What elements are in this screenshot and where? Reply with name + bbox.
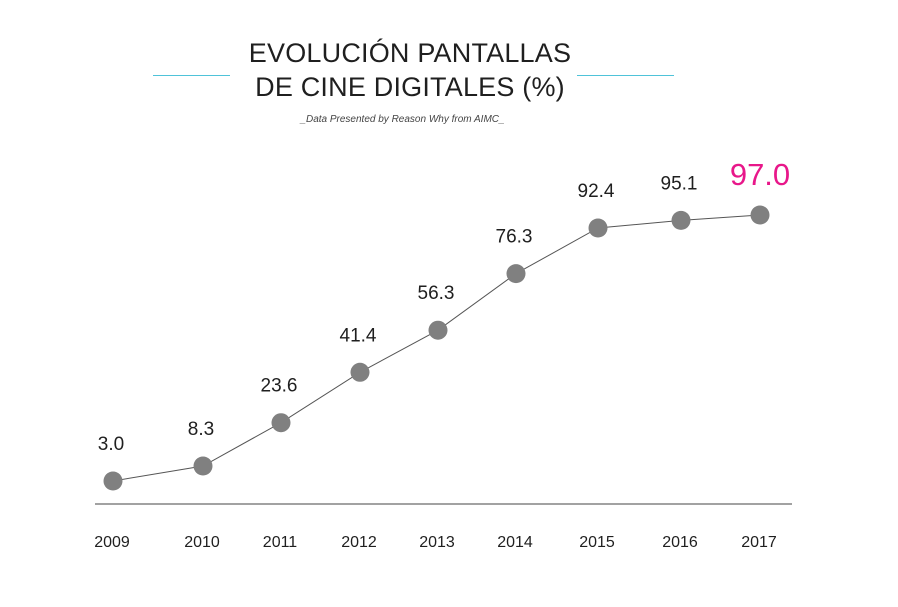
data-point	[271, 413, 291, 433]
series-line	[112, 214, 761, 482]
data-label: 76.3	[496, 227, 533, 248]
title-left-rule	[153, 75, 230, 76]
data-point	[506, 264, 526, 284]
chart-title-line-2: DE CINE DIGITALES (%)	[255, 72, 565, 102]
x-tick-label: 2014	[497, 534, 533, 551]
data-label: 41.4	[340, 325, 377, 346]
data-point	[193, 456, 213, 476]
data-point	[671, 210, 691, 230]
data-label: 3.0	[98, 434, 124, 455]
data-label: 56.3	[418, 283, 455, 304]
x-tick-label: 2017	[741, 534, 777, 551]
x-tick-label: 2011	[263, 534, 298, 551]
x-tick-label: 2010	[184, 534, 220, 551]
chart-title-line-1: EVOLUCIÓN PANTALLAS	[248, 38, 572, 68]
data-label: 8.3	[188, 419, 214, 440]
x-tick-label: 2012	[341, 534, 377, 551]
title-right-rule	[577, 75, 674, 76]
chart-title: EVOLUCIÓN PANTALLAS DE CINE DIGITALES (%…	[0, 36, 820, 104]
x-tick-label: 2016	[662, 534, 698, 551]
data-label: 92.4	[578, 181, 615, 202]
chart-subtitle: _Data Presented by Reason Why from AIMC_	[300, 114, 505, 125]
data-label: 95.1	[661, 173, 698, 194]
data-point	[103, 471, 123, 491]
data-point	[350, 362, 370, 382]
data-label-highlight: 97.0	[730, 157, 790, 192]
data-point	[428, 320, 448, 340]
x-tick-label: 2013	[419, 534, 455, 551]
data-point	[750, 205, 770, 225]
data-point	[588, 218, 608, 238]
data-label: 23.6	[261, 376, 298, 397]
x-tick-label: 2015	[579, 534, 615, 551]
x-tick-label: 2009	[94, 534, 130, 551]
